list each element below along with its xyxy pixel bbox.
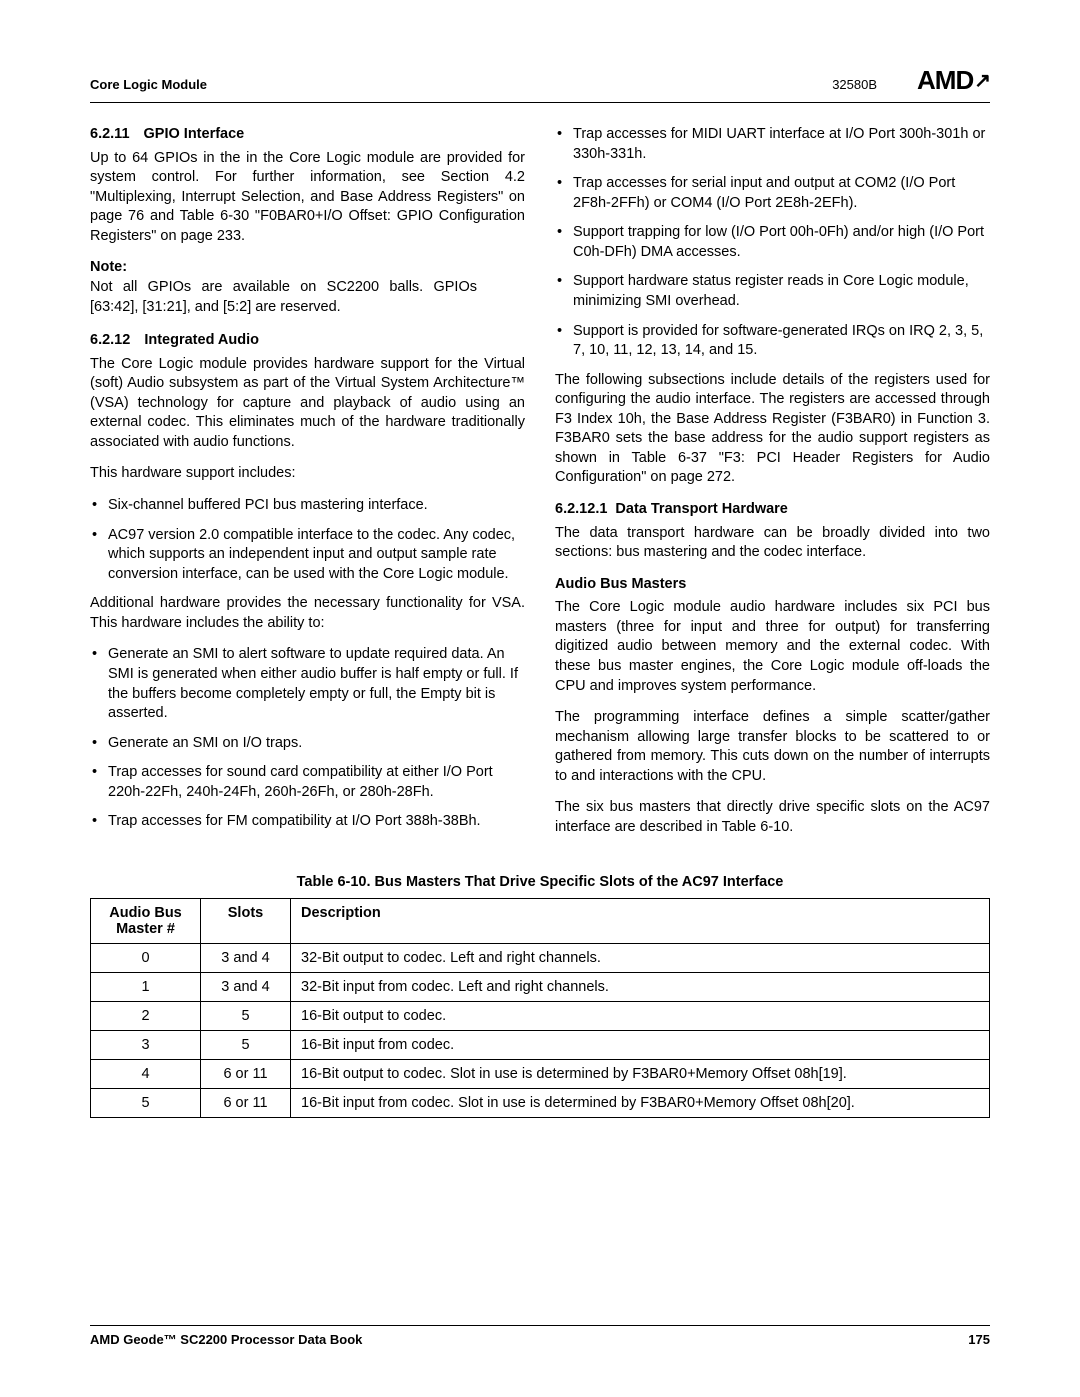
paragraph: Additional hardware provides the necessa… — [90, 594, 525, 633]
table-header-row: Audio Bus Master # Slots Description — [91, 898, 990, 943]
list-item: Generate an SMI on I/O traps. — [90, 734, 525, 754]
list-item: AC97 version 2.0 compatible interface to… — [90, 526, 525, 585]
list-item: Trap accesses for FM compatibility at I/… — [90, 812, 525, 832]
list-item: Trap accesses for serial input and outpu… — [555, 174, 990, 213]
table-section: Table 6-10. Bus Masters That Drive Speci… — [90, 874, 990, 1118]
paragraph: Up to 64 GPIOs in the in the Core Logic … — [90, 149, 525, 247]
list-item: Support trapping for low (I/O Port 00h-0… — [555, 223, 990, 262]
page-footer: AMD Geode™ SC2200 Processor Data Book 17… — [90, 1325, 990, 1347]
table-row: 0 3 and 4 32-Bit output to codec. Left a… — [91, 943, 990, 972]
list-item: Generate an SMI to alert software to upd… — [90, 645, 525, 723]
list-item: Trap accesses for MIDI UART interface at… — [555, 125, 990, 164]
amd-logo: AMD↗ — [917, 65, 990, 96]
page-number: 175 — [968, 1332, 990, 1347]
paragraph: The six bus masters that directly drive … — [555, 798, 990, 837]
section-heading-gpio: 6.2.11GPIO Interface — [90, 125, 525, 145]
table-caption: Table 6-10. Bus Masters That Drive Speci… — [90, 874, 990, 890]
list-item: Six-channel buffered PCI bus mastering i… — [90, 496, 525, 516]
header-docnum: 32580B — [832, 77, 877, 92]
subsection-heading: 6.2.12.1Data Transport Hardware — [555, 500, 990, 520]
note: Note: Not all GPIOs are available on SC2… — [90, 258, 525, 317]
table-row: 1 3 and 4 32-Bit input from codec. Left … — [91, 972, 990, 1001]
list-item: Support is provided for software-generat… — [555, 322, 990, 361]
paragraph: The data transport hardware can be broad… — [555, 524, 990, 563]
table-row: 5 6 or 11 16-Bit input from codec. Slot … — [91, 1088, 990, 1117]
paragraph: The following subsections include detail… — [555, 371, 990, 488]
table-row: 2 5 16-Bit output to codec. — [91, 1001, 990, 1030]
table-header: Audio Bus Master # — [91, 898, 201, 943]
arrow-icon: ↗ — [974, 68, 990, 93]
paragraph: The programming interface defines a simp… — [555, 708, 990, 786]
bullet-list: Six-channel buffered PCI bus mastering i… — [90, 496, 525, 584]
paragraph: The Core Logic module provides hardware … — [90, 355, 525, 453]
page-header: Core Logic Module 32580B AMD↗ — [90, 65, 990, 103]
body-columns: 6.2.11GPIO Interface Up to 64 GPIOs in t… — [90, 125, 990, 846]
header-module: Core Logic Module — [90, 77, 207, 92]
footer-title: AMD Geode™ SC2200 Processor Data Book — [90, 1332, 362, 1347]
table-header: Description — [291, 898, 990, 943]
bus-masters-table: Audio Bus Master # Slots Description 0 3… — [90, 898, 990, 1118]
table-header: Slots — [201, 898, 291, 943]
list-item: Trap accesses for sound card compatibili… — [90, 763, 525, 802]
paragraph: This hardware support includes: — [90, 464, 525, 484]
subsubsection-heading: Audio Bus Masters — [555, 575, 990, 595]
table-row: 4 6 or 11 16-Bit output to codec. Slot i… — [91, 1059, 990, 1088]
list-item: Support hardware status register reads i… — [555, 272, 990, 311]
table-row: 3 5 16-Bit input from codec. — [91, 1030, 990, 1059]
section-heading-audio: 6.2.12Integrated Audio — [90, 331, 525, 351]
paragraph: The Core Logic module audio hardware inc… — [555, 598, 990, 696]
